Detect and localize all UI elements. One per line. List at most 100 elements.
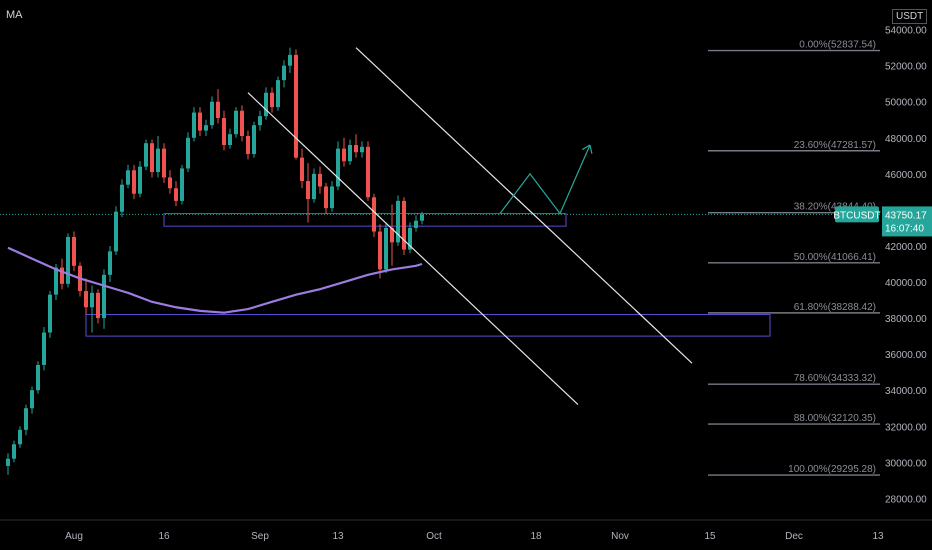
candle-body	[222, 117, 226, 146]
projection-arrowhead	[589, 144, 593, 154]
candle-body	[150, 143, 154, 173]
fib-level-label: 88.00%(32120.35)	[794, 413, 876, 424]
y-tick-label: 28000.00	[885, 494, 927, 505]
candle-body	[414, 220, 418, 228]
projection-arrow	[499, 144, 593, 215]
symbol-tag-label: BTCUSDT	[833, 210, 880, 221]
candle-body	[228, 134, 232, 146]
x-tick-label: 18	[530, 531, 542, 542]
candle-body	[54, 267, 58, 295]
y-tick-label: 42000.00	[885, 242, 927, 253]
price-tag	[882, 206, 932, 237]
candle-body	[126, 170, 130, 185]
x-tick-label: Dec	[785, 531, 803, 542]
moving-average-line	[7, 246, 423, 314]
candle-body	[378, 231, 382, 270]
candle-body	[120, 184, 124, 212]
candle-body	[318, 173, 322, 187]
candle-body	[282, 65, 286, 81]
y-tick-label: 30000.00	[885, 458, 927, 469]
candle-body	[264, 92, 268, 117]
candle-body	[348, 145, 352, 162]
candle-body	[66, 236, 70, 284]
candle-body	[324, 186, 328, 209]
candle-body	[294, 54, 298, 158]
currency-selector[interactable]: USDT	[892, 9, 928, 24]
channel-line	[355, 47, 693, 364]
candle-body	[180, 168, 184, 201]
candle-body	[210, 101, 214, 126]
projection-arrowhead	[581, 144, 591, 151]
candle-body	[6, 458, 10, 466]
candle-body	[252, 125, 256, 155]
y-tick-label: 50000.00	[885, 98, 927, 109]
symbol-tag	[835, 206, 879, 223]
candle-body	[18, 429, 22, 445]
candle-body	[306, 181, 310, 200]
y-tick-label: 40000.00	[885, 278, 927, 289]
x-tick-label: 13	[332, 531, 344, 542]
candle-body	[168, 177, 172, 189]
candle-body	[276, 80, 280, 108]
candlesticks	[6, 47, 424, 475]
fib-level-label: 50.00%(41066.41)	[794, 252, 876, 263]
candle-body	[36, 364, 40, 391]
candle-body	[258, 116, 262, 126]
candle-body	[330, 186, 334, 209]
candle-body	[132, 170, 136, 194]
x-tick-label: Nov	[611, 531, 629, 542]
fib-level-label: 23.60%(47281.57)	[794, 140, 876, 151]
candle-body	[48, 294, 52, 333]
candle-body	[204, 125, 208, 131]
candle-body	[192, 112, 196, 138]
x-tick-label: Oct	[426, 531, 442, 542]
y-tick-label: 32000.00	[885, 422, 927, 433]
candle-body	[30, 390, 34, 409]
candle-body	[156, 148, 160, 173]
candle-body	[372, 197, 376, 232]
candle-body	[24, 408, 28, 430]
y-tick-label: 36000.00	[885, 350, 927, 361]
x-tick-label: 16	[158, 531, 170, 542]
candle-body	[162, 148, 166, 178]
candle-body	[138, 166, 142, 194]
price-tag-countdown: 16:07:40	[885, 223, 924, 234]
candle-body	[312, 173, 316, 200]
fibonacci-retracement: 0.00%(52837.54) 23.60%(47281.57) 38.20%(43…	[708, 40, 880, 476]
fib-level-label: 0.00%(52837.54)	[799, 40, 876, 51]
fib-level-label: 61.80%(38288.42)	[794, 302, 876, 313]
indicator-label[interactable]: MA	[6, 9, 23, 21]
candle-body	[270, 92, 274, 108]
projection-path	[499, 144, 591, 215]
support-zones	[85, 213, 771, 337]
y-tick-label: 48000.00	[885, 134, 927, 145]
candle-body	[102, 274, 106, 319]
candle-body	[114, 211, 118, 252]
fib-level-label: 100.00%(29295.28)	[788, 464, 876, 475]
candle-body	[420, 214, 424, 221]
candle-body	[42, 332, 46, 365]
candle-body	[384, 227, 388, 270]
candle-body	[60, 267, 64, 284]
candle-body	[84, 291, 88, 308]
x-tick-label: Aug	[65, 531, 83, 542]
y-tick-label: 46000.00	[885, 170, 927, 181]
candle-body	[240, 110, 244, 136]
fib-level-label: 38.20%(43844.40)	[794, 202, 876, 213]
candle-body	[246, 136, 250, 155]
y-tick-label: 52000.00	[885, 62, 927, 73]
moving-average-line	[7, 246, 423, 314]
candle-body	[288, 54, 292, 66]
candle-body	[216, 101, 220, 118]
candle-body	[354, 145, 358, 153]
candle-body	[402, 200, 406, 250]
candle-body	[300, 157, 304, 182]
candle-body	[174, 188, 178, 201]
price-tag-value: 43750.17	[885, 210, 927, 221]
candle-body	[90, 292, 94, 308]
candle-body	[144, 143, 148, 167]
y-tick-label: 34000.00	[885, 386, 927, 397]
channel-line	[247, 92, 579, 406]
